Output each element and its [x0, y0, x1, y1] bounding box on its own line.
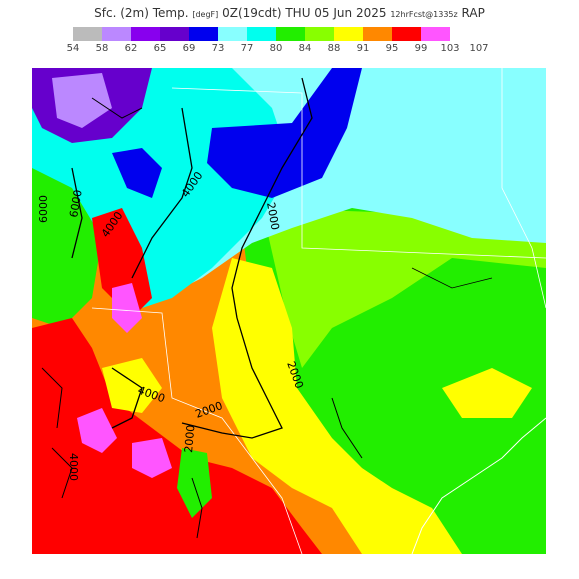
- legend-tick-label: 69: [182, 43, 196, 54]
- contour-minor-4: [411, 267, 493, 289]
- contour-2000-south: [181, 317, 283, 439]
- field-magenta-2: [77, 408, 117, 453]
- contour-2000-north: [231, 77, 313, 319]
- field-blue-north: [207, 68, 362, 198]
- legend-tick-label: 103: [440, 43, 460, 54]
- legend-tick-label: 95: [385, 43, 399, 54]
- title-units: [degF]: [192, 10, 219, 19]
- legend-swatch: [160, 27, 189, 41]
- state-boundary-2: [91, 307, 303, 554]
- legend-swatch: [247, 27, 276, 41]
- contour-label-2000-southwest: 2000: [182, 424, 197, 453]
- title-run-info: 12hrFcst@1335z: [390, 10, 458, 19]
- field-yellow: [212, 258, 462, 554]
- field-red-west: [92, 208, 152, 318]
- temperature-map-svg: 6000 4000 4000 2000 2000 2000 4000 6000 …: [32, 68, 546, 554]
- legend-tick-label: 58: [95, 43, 109, 54]
- field-magenta-1: [112, 283, 142, 333]
- legend-tick-label: 107: [469, 43, 489, 54]
- legend-tick-label: 91: [356, 43, 370, 54]
- legend-tick-label: 99: [414, 43, 428, 54]
- legend-swatch: [218, 27, 247, 41]
- legend-swatch: [102, 27, 131, 41]
- contour-4000-south: [111, 367, 143, 429]
- contour-label-6000: 6000: [67, 189, 85, 219]
- field-green-pocket: [177, 448, 212, 518]
- state-boundary-3: [501, 68, 546, 309]
- legend-swatch: [131, 27, 160, 41]
- field-blue-west: [112, 148, 162, 198]
- title-main: Sfc. (2m) Temp.: [94, 6, 189, 20]
- contour-label-2000-north: 2000: [264, 201, 282, 231]
- legend-swatch: [276, 27, 305, 41]
- contour-minor-1: [51, 447, 73, 499]
- legend-tick-label: 73: [211, 43, 225, 54]
- map-title: Sfc. (2m) Temp. [degF] 0Z(19cdt) THU 05 …: [0, 6, 579, 20]
- legend-swatch: [73, 27, 102, 41]
- legend-swatch: [305, 27, 334, 41]
- legend-tick-label: 77: [240, 43, 254, 54]
- field-magenta-3: [132, 438, 172, 478]
- field-green-west: [32, 168, 102, 328]
- legend-tick-label: 84: [298, 43, 312, 54]
- contour-4000-north: [131, 107, 193, 279]
- title-valid-date: THU 05 Jun 2025: [285, 6, 387, 20]
- legend-tick-label: 54: [66, 43, 80, 54]
- legend-tick-label: 88: [327, 43, 341, 54]
- legend-swatch: [334, 27, 363, 41]
- title-init: 0Z(19cdt): [222, 6, 282, 20]
- legend-tick-label: 62: [124, 43, 138, 54]
- contour-6000: [71, 167, 83, 259]
- field-red-southwest: [32, 318, 322, 554]
- legend-swatch: [421, 27, 450, 41]
- temperature-map: 6000 4000 4000 2000 2000 2000 4000 6000 …: [32, 68, 546, 554]
- contour-minor-2: [191, 477, 203, 539]
- contour-label-6000-west: 6000: [37, 195, 50, 223]
- field-yellow-east: [442, 368, 532, 418]
- field-light-green: [262, 208, 546, 368]
- legend-tick-label: 80: [269, 43, 283, 54]
- legend-swatch: [363, 27, 392, 41]
- legend-swatch: [392, 27, 421, 41]
- legend-swatch: [189, 27, 218, 41]
- contour-minor-6: [91, 97, 143, 119]
- contour-minor-5: [41, 367, 63, 429]
- coastline: [411, 417, 546, 554]
- title-model: RAP: [461, 6, 485, 20]
- contour-minor-3: [331, 397, 363, 459]
- contour-label-4000-southwest: 4000: [67, 453, 80, 481]
- field-lavender: [52, 73, 112, 128]
- state-boundary-1: [171, 87, 546, 259]
- legend-tick-label: 65: [153, 43, 167, 54]
